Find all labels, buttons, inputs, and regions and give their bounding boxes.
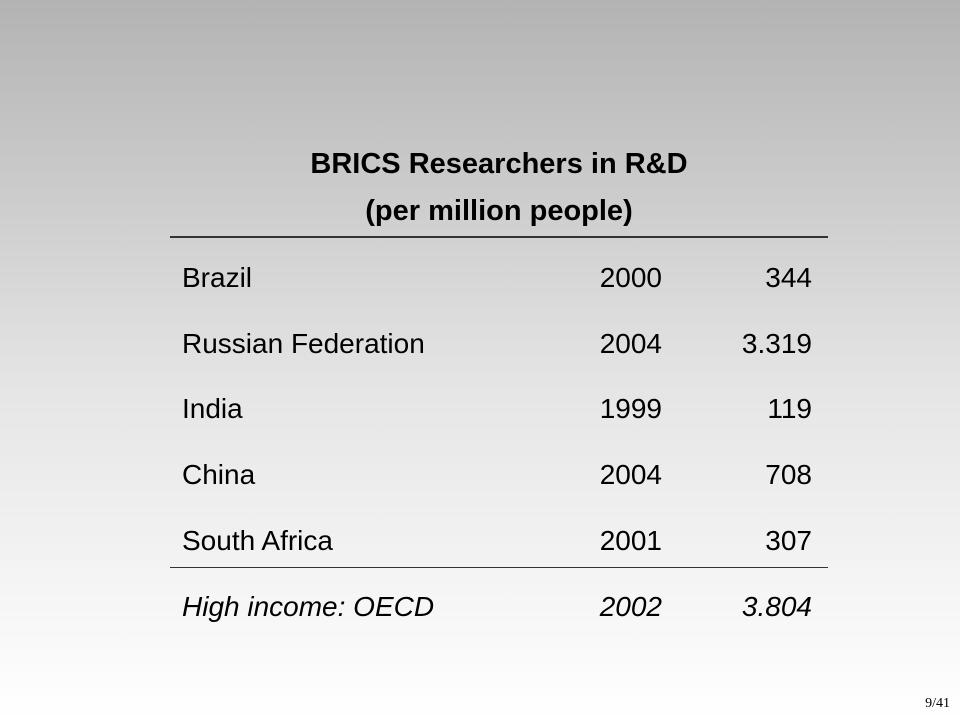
row-label: South Africa [182, 524, 333, 556]
row-value: 307 [765, 524, 812, 556]
summary-rule [170, 567, 828, 568]
row-year: 1999 [599, 393, 662, 425]
row-label: China [182, 459, 256, 491]
row-label: Russian Federation [182, 327, 425, 359]
header-rule [170, 236, 828, 238]
row-value: 708 [765, 459, 812, 491]
row-year: 2004 [599, 327, 662, 359]
table-subtitle: (per million people) [365, 195, 633, 227]
row-year: 2000 [599, 262, 662, 293]
page-number: 9/41 [925, 696, 950, 711]
row-label: High income: OECD [182, 591, 435, 622]
row-year: 2001 [599, 524, 662, 556]
row-value: 119 [767, 393, 812, 425]
row-year: 2004 [599, 459, 662, 491]
row-label: Brazil [182, 262, 253, 293]
row-value: 3.804 [741, 591, 812, 622]
table-title: BRICS Researchers in R&D [310, 148, 688, 180]
row-value: 344 [765, 262, 812, 293]
row-label: India [182, 393, 243, 425]
row-year: 2002 [599, 591, 662, 622]
row-value: 3.319 [741, 327, 812, 359]
